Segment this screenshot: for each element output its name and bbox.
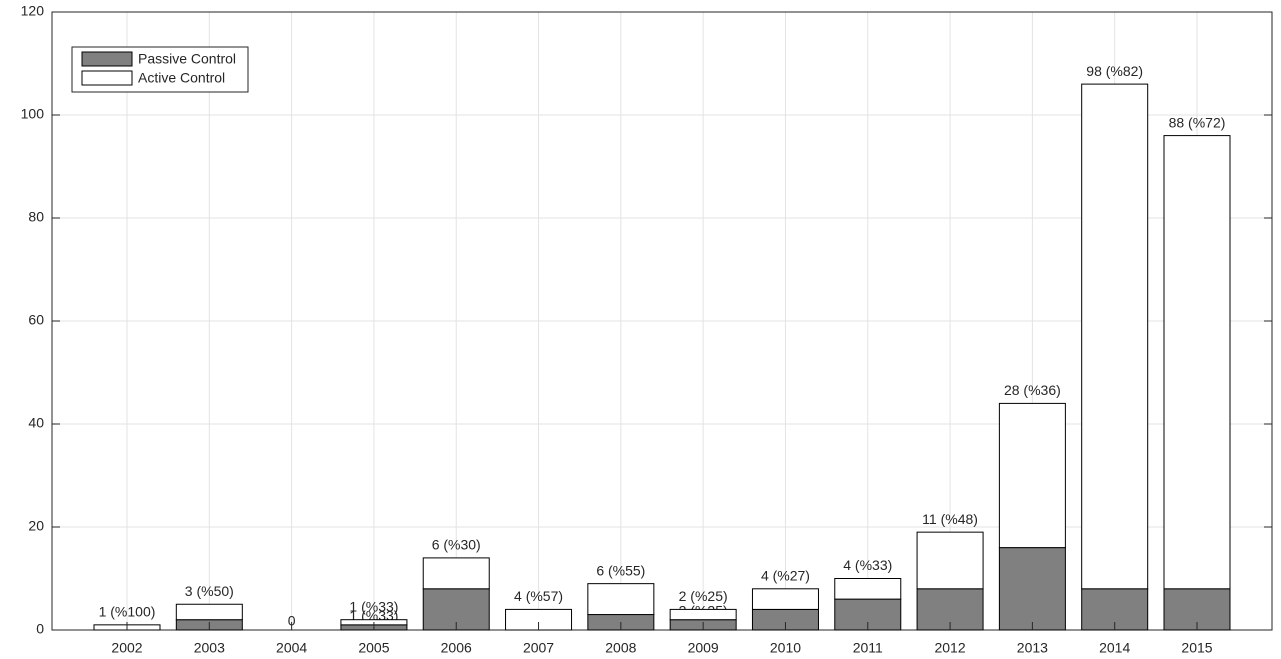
y-tick-label: 20 (28, 518, 44, 534)
data-label: 0 (288, 613, 296, 629)
y-tick-label: 60 (28, 312, 44, 328)
legend-swatch (81, 51, 133, 67)
data-label: 6 (%30) (432, 537, 481, 553)
data-label: 6 (%55) (596, 562, 645, 578)
x-tick-label: 2013 (1017, 640, 1048, 656)
x-tick-label: 2014 (1099, 640, 1130, 656)
bar (175, 603, 243, 621)
y-tick-label: 80 (28, 209, 44, 225)
data-label: 4 (%33) (843, 557, 892, 573)
data-label: 1 (%100) (99, 604, 156, 620)
x-tick-label: 2006 (441, 640, 472, 656)
bar (669, 608, 737, 621)
data-label: 11 (%48) (922, 511, 978, 527)
x-tick-label: 2011 (853, 640, 883, 656)
data-label: 2 (%25) (679, 588, 728, 604)
bar (998, 547, 1066, 631)
x-tick-label: 2005 (358, 640, 389, 656)
bar (751, 588, 819, 610)
x-tick-label: 2003 (194, 640, 225, 656)
bar (1163, 135, 1231, 590)
bar (916, 531, 984, 590)
data-label: 4 (%27) (761, 568, 810, 584)
plot-frame (51, 11, 1273, 631)
bar (587, 583, 655, 616)
y-tick-label: 100 (21, 106, 45, 122)
bar (998, 402, 1066, 549)
x-tick-label: 2015 (1181, 640, 1212, 656)
x-tick-label: 2009 (688, 640, 719, 656)
bar (834, 578, 902, 600)
data-label: 3 (%50) (185, 583, 234, 599)
data-label: 1 (%33) (349, 598, 398, 614)
x-tick-label: 2002 (111, 640, 142, 656)
x-tick-label: 2012 (934, 640, 965, 656)
x-tick-label: 2007 (523, 640, 554, 656)
legend-label: Passive Control (138, 51, 236, 67)
legend-label: Active Control (138, 70, 225, 86)
y-tick-label: 120 (21, 3, 45, 19)
legend-swatch (81, 70, 133, 86)
x-tick-label: 2008 (605, 640, 636, 656)
x-tick-label: 2004 (276, 640, 307, 656)
data-label: 4 (%57) (514, 588, 563, 604)
data-label: 88 (%72) (1169, 114, 1226, 130)
x-tick-label: 2010 (770, 640, 801, 656)
data-label: 98 (%82) (1086, 63, 1143, 79)
y-tick-label: 0 (36, 621, 44, 637)
bar (422, 557, 490, 590)
data-label: 28 (%36) (1004, 382, 1061, 398)
y-tick-label: 40 (28, 415, 44, 431)
bar (1081, 83, 1149, 590)
